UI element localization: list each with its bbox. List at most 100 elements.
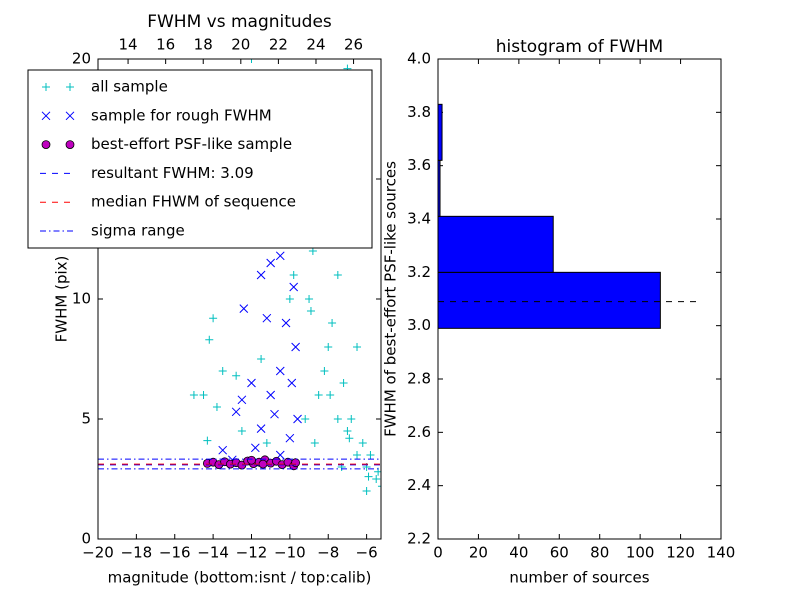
point xyxy=(293,414,302,424)
point xyxy=(353,451,362,459)
legend-label: all sample xyxy=(91,78,168,96)
legend-label: median FHWM of sequence xyxy=(91,193,296,211)
point xyxy=(247,455,256,465)
y-tick-label: 20 xyxy=(72,50,91,68)
point xyxy=(285,433,295,443)
point xyxy=(218,367,227,375)
y-tick-label: 3.2 xyxy=(407,263,431,281)
point xyxy=(205,335,214,344)
point xyxy=(275,366,285,376)
x-tick-label: 60 xyxy=(550,544,569,562)
x2-tick-label: 24 xyxy=(306,36,325,54)
point xyxy=(328,319,337,327)
point xyxy=(306,307,315,315)
point xyxy=(287,378,297,388)
point xyxy=(362,487,371,495)
legend-marker xyxy=(41,111,51,121)
x-tick-label: −8 xyxy=(317,544,339,562)
point xyxy=(209,314,218,323)
bar xyxy=(437,271,661,329)
point xyxy=(266,258,276,268)
y-tick-label: 2.2 xyxy=(407,530,431,548)
x-tick-label: 120 xyxy=(666,544,695,562)
point xyxy=(247,59,256,63)
x2-tick-label: 16 xyxy=(156,36,175,54)
point xyxy=(258,459,268,469)
legend-marker xyxy=(65,140,75,150)
y-tick-label: 2.4 xyxy=(407,476,431,494)
y-tick-label: 3.6 xyxy=(407,156,431,174)
x2-tick-label: 14 xyxy=(119,36,138,54)
point xyxy=(372,475,381,483)
x-tick-label: 0 xyxy=(433,544,443,562)
point xyxy=(199,391,208,399)
point xyxy=(326,391,335,399)
point xyxy=(343,427,352,435)
point xyxy=(347,415,356,423)
point xyxy=(320,367,329,375)
x-tick-label: −6 xyxy=(356,544,378,562)
point xyxy=(270,409,279,419)
y-tick-label: 10 xyxy=(72,290,91,308)
y-axis-label: FWHM of best-effort PSF-like sources xyxy=(382,161,400,437)
legend-marker xyxy=(65,111,75,121)
point xyxy=(366,451,375,459)
point xyxy=(364,472,373,481)
y-tick-label: 3.8 xyxy=(407,103,431,121)
point xyxy=(232,371,241,380)
y-axis-label: FWHM (pix) xyxy=(53,256,71,343)
point xyxy=(189,391,198,399)
point xyxy=(310,439,319,447)
point xyxy=(247,378,256,388)
x-tick-label: 80 xyxy=(590,544,609,562)
bar xyxy=(437,215,554,273)
point xyxy=(353,343,362,351)
x-tick-label: −20 xyxy=(82,544,114,562)
point xyxy=(262,439,271,447)
y-tick-label: 4.0 xyxy=(407,50,431,68)
x-tick-label: 20 xyxy=(469,544,488,562)
point xyxy=(237,427,246,435)
x2-tick-label: 26 xyxy=(344,36,363,54)
chart-title: histogram of FWHM xyxy=(496,37,663,57)
x2-tick-label: 22 xyxy=(269,36,288,54)
legend-label: resultant FWHM: 3.09 xyxy=(91,164,254,182)
legend-label: best-effort PSF-like sample xyxy=(91,135,292,153)
point xyxy=(314,391,323,399)
legend-marker xyxy=(66,83,74,91)
x-tick-label: −14 xyxy=(197,544,229,562)
y-tick-label: 2.6 xyxy=(407,423,431,441)
point xyxy=(339,379,348,387)
x-tick-label: 140 xyxy=(707,544,736,562)
x-tick-label: −10 xyxy=(274,544,306,562)
y-tick-label: 2.8 xyxy=(407,370,431,388)
legend-label: sigma range xyxy=(91,222,185,240)
x-tick-label: 100 xyxy=(626,544,655,562)
bar xyxy=(437,103,443,161)
point xyxy=(289,282,299,292)
point xyxy=(203,436,212,445)
legend-marker xyxy=(42,83,50,91)
y-tick-label: 5 xyxy=(81,410,91,428)
point xyxy=(285,295,294,303)
point xyxy=(237,395,247,405)
x2-tick-label: 20 xyxy=(231,36,250,54)
x2-tick-label: 18 xyxy=(194,36,213,54)
x-tick-label: −18 xyxy=(121,544,153,562)
point xyxy=(324,343,333,351)
y-tick-label: 3.4 xyxy=(407,210,431,228)
point xyxy=(256,270,266,280)
point xyxy=(291,458,301,468)
point xyxy=(256,424,266,433)
point xyxy=(231,407,241,417)
point xyxy=(262,313,272,323)
point xyxy=(358,439,367,447)
point xyxy=(212,403,221,411)
point xyxy=(333,271,342,279)
x-tick-label: 40 xyxy=(509,544,528,562)
point xyxy=(345,434,354,443)
x-axis-label: magnitude (bottom:isnt / top:calib) xyxy=(108,569,372,587)
point xyxy=(266,390,276,400)
x-tick-label: −16 xyxy=(159,544,191,562)
